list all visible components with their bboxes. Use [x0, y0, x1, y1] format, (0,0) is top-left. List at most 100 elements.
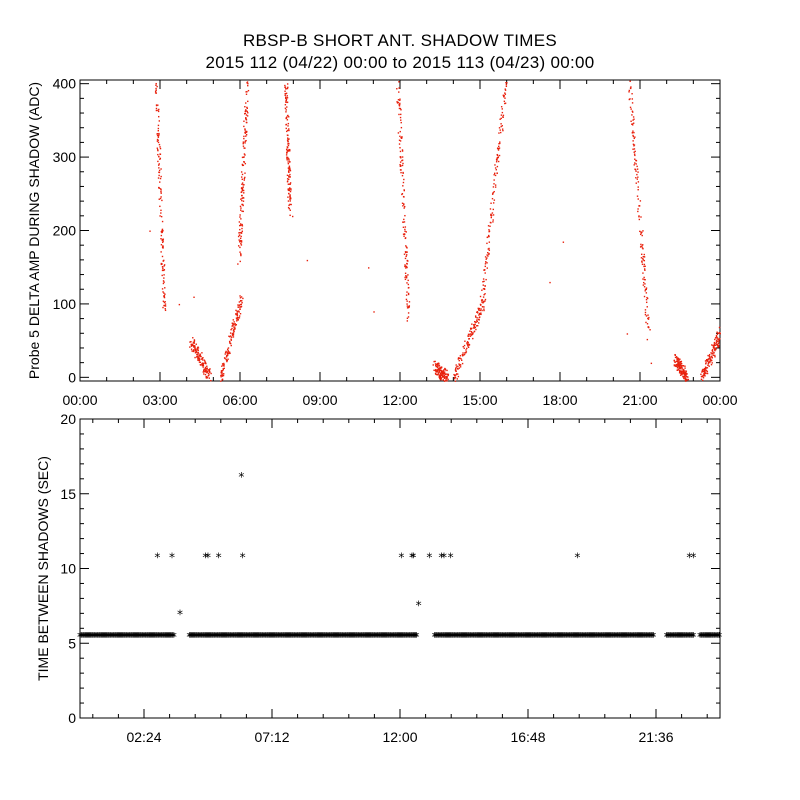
data-point: [714, 347, 716, 349]
data-point: *: [223, 630, 229, 644]
data-point: [240, 240, 242, 243]
data-point: [646, 338, 649, 341]
data-point: [197, 347, 200, 349]
data-point: [239, 303, 241, 306]
data-point: [498, 145, 500, 148]
data-point: [155, 104, 158, 107]
data-point: [466, 343, 469, 346]
data-point: *: [238, 630, 244, 644]
data-point: *: [447, 630, 453, 644]
data-point: [712, 351, 714, 353]
data-point: *: [394, 630, 400, 644]
data-point: *: [144, 630, 150, 644]
data-point: [502, 116, 504, 118]
data-point: [398, 107, 401, 110]
data-point: [716, 344, 719, 347]
data-point: [223, 367, 225, 370]
data-point: *: [596, 630, 602, 644]
data-point: [455, 374, 457, 376]
data-point: *: [316, 630, 322, 644]
data-point: [642, 259, 645, 261]
panel2-y-tick-label: 5: [68, 635, 76, 651]
data-point: *: [517, 630, 523, 644]
data-point: [233, 330, 235, 333]
data-point: [645, 288, 648, 291]
data-point: [221, 363, 224, 365]
data-point: [707, 361, 710, 364]
data-point: *: [523, 630, 529, 644]
data-point: [716, 343, 719, 346]
data-point: [241, 210, 243, 212]
data-point: [505, 82, 507, 84]
data-point: [629, 87, 632, 90]
data-point: [239, 260, 241, 263]
data-point: [285, 154, 288, 156]
data-point: *: [408, 630, 414, 644]
data-point: [406, 247, 408, 249]
data-point: *: [560, 630, 566, 644]
data-point: [288, 176, 290, 178]
data-point: [288, 183, 291, 185]
data-point: [193, 345, 196, 347]
data-point: [227, 358, 229, 360]
data-point: [446, 375, 448, 378]
data-point: [240, 296, 243, 298]
data-point: [289, 209, 291, 211]
data-point: *: [167, 630, 173, 644]
data-point: *: [211, 630, 217, 644]
data-point: [220, 376, 222, 378]
data-point: [505, 83, 508, 86]
data-point: [242, 200, 245, 202]
data-point: [399, 163, 401, 166]
data-point: [446, 369, 448, 372]
data-point: [677, 368, 680, 370]
data-point: [714, 354, 716, 357]
data-point: *: [391, 630, 397, 644]
data-point: [404, 228, 406, 231]
data-point: [715, 337, 717, 339]
data-point: [226, 348, 229, 350]
data-point: [506, 82, 508, 84]
data-point: [401, 149, 404, 151]
data-point: [635, 160, 638, 162]
data-point: *: [307, 630, 313, 644]
data-point: *: [480, 630, 486, 644]
data-point: [287, 138, 289, 141]
data-point: *: [587, 630, 593, 644]
data-point: *: [471, 630, 477, 644]
chart-subtitle: 2015 112 (04/22) 00:00 to 2015 113 (04/2…: [205, 53, 595, 72]
data-point: [286, 130, 288, 133]
data-point: [633, 164, 635, 166]
data-point: [204, 366, 207, 369]
data-point: [404, 264, 406, 266]
data-point: [640, 216, 642, 218]
data-point: [649, 329, 651, 331]
data-point: [156, 140, 159, 142]
data-point: [155, 84, 157, 86]
data-point: [193, 346, 195, 348]
data-point: [405, 246, 408, 248]
data-point: [640, 231, 642, 233]
data-point: [242, 189, 245, 192]
data-point: *: [710, 630, 716, 644]
data-point: [707, 363, 710, 365]
data-point: [158, 169, 161, 172]
data-point: *: [602, 630, 608, 644]
data-point: [641, 231, 643, 234]
data-point: [480, 312, 482, 314]
data-point: [288, 128, 290, 130]
data-point: [714, 342, 716, 345]
data-point: [702, 375, 704, 378]
data-point: [202, 371, 204, 373]
data-point: [635, 182, 637, 184]
data-point: [290, 188, 292, 190]
data-point: [157, 153, 159, 156]
data-point: *: [286, 630, 292, 644]
data-point: [475, 325, 478, 327]
data-point: *: [303, 630, 309, 644]
data-point: [501, 108, 503, 110]
data-point: *: [629, 630, 635, 644]
data-point: *: [198, 630, 204, 644]
data-point: [157, 104, 159, 106]
data-point: *: [640, 630, 646, 644]
